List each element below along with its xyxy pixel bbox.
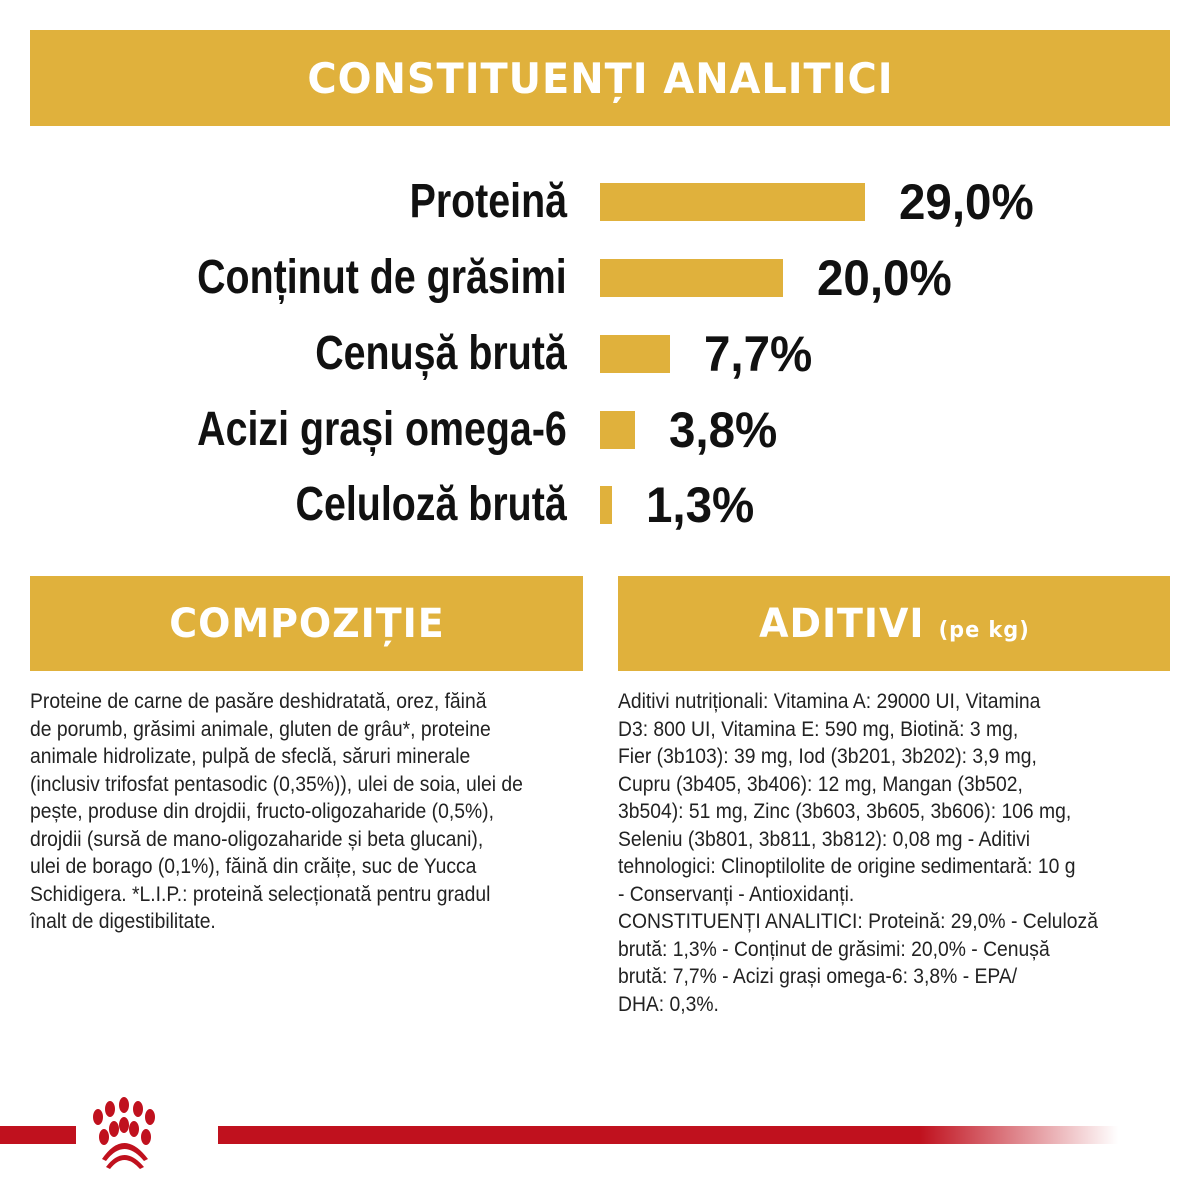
category-label: Cenușă brută xyxy=(315,327,567,380)
value-label: 20,0% xyxy=(817,250,952,306)
section-title: CONSTITUENȚI ANALITICI xyxy=(306,53,894,103)
text-line: înalt de digestibilitate. xyxy=(30,910,216,933)
category-label: Celuloză brută xyxy=(295,478,567,531)
text-line: tehnologici: Clinoptilolite de origine s… xyxy=(618,855,1076,878)
text-line: animale hidrolizate, pulpă de sfeclă, să… xyxy=(30,745,471,768)
text-line: CONSTITUENȚI ANALITICI: Proteină: 29,0% … xyxy=(618,910,1098,933)
value-label: 7,7% xyxy=(704,326,813,382)
text-line: de porumb, grăsimi animale, gluten de gr… xyxy=(30,717,491,741)
additives-title: ADITIVI (pe kg) xyxy=(759,601,1030,647)
additives-text: Aditivi nutriționali: Vitamina A: 29000 … xyxy=(618,688,1140,1018)
text-line: pește, produse din drojdii, fructo-oligo… xyxy=(30,800,494,823)
chart-row: Celuloză brută 1,3% xyxy=(0,475,1200,535)
value-label: 29,0% xyxy=(899,174,1035,230)
stripe-left xyxy=(0,1126,76,1144)
chart-row: Cenușă brută 7,7% xyxy=(0,324,1200,384)
category-label: Proteină xyxy=(409,175,567,228)
text-line: brută: 1,3% - Conținut de grăsimi: 20,0%… xyxy=(618,937,1050,961)
text-line: 3b504): 51 mg, Zinc (3b603, 3b605, 3b606… xyxy=(618,800,1072,823)
text-line: Seleniu (3b801, 3b811, 3b812): 0,08 mg -… xyxy=(618,827,1031,851)
text-line: Schidigera. *L.I.P.: proteină selecționa… xyxy=(30,882,491,906)
text-line: Cupru (3b405, 3b406): 12 mg, Mangan (3b5… xyxy=(618,772,1023,796)
text-line: - Conservanți - Antioxidanți. xyxy=(618,882,855,906)
text-line: drojdii (sursă de mano-oligozaharide și … xyxy=(30,827,484,851)
stripe-right xyxy=(218,1126,1118,1144)
composition-text: Proteine de carne de pasăre deshidratată… xyxy=(30,688,566,936)
royal-canin-paw-crown-icon xyxy=(93,1097,155,1169)
text-line: Proteine de carne de pasăre deshidratată… xyxy=(30,690,487,713)
bar xyxy=(600,183,866,221)
additives-title-text: ADITIVI xyxy=(758,600,925,647)
text-line: brută: 7,7% - Acizi grași omega-6: 3,8% … xyxy=(618,965,1018,988)
chart-row: Acizi grași omega-6 3,8% xyxy=(0,400,1200,460)
text-line: (inclusiv trifosfat pentasodic (0,35%)),… xyxy=(30,772,523,796)
text-line: DHA: 0,3%. xyxy=(618,992,719,1016)
chart-row: Conținut de grăsimi 20,0% xyxy=(0,248,1200,308)
analytical-constituents-header: CONSTITUENȚI ANALITICI xyxy=(30,30,1170,126)
bar xyxy=(600,411,635,449)
text-line: D3: 800 UI, Vitamina E: 590 mg, Biotină:… xyxy=(618,717,1019,741)
bar xyxy=(600,335,671,373)
composition-header: COMPOZIȚIE xyxy=(30,576,583,671)
text-line: ulei de borago (0,1%), făină din crăițe,… xyxy=(30,855,477,878)
value-label: 3,8% xyxy=(668,402,778,458)
chart-row: Proteină 29,0% xyxy=(0,172,1200,232)
footer-brand-stripe xyxy=(0,1126,1118,1144)
additives-header: ADITIVI (pe kg) xyxy=(618,576,1170,671)
composition-title: COMPOZIȚIE xyxy=(168,600,445,647)
text-line: Aditivi nutriționali: Vitamina A: 29000 … xyxy=(618,690,1041,713)
bar xyxy=(600,259,783,297)
category-label: Conținut de grăsimi xyxy=(197,251,567,304)
additives-subtitle: (pe kg) xyxy=(938,617,1030,643)
text-line: Fier (3b103): 39 mg, Iod (3b201, 3b202):… xyxy=(618,745,1037,768)
value-label: 1,3% xyxy=(645,477,755,533)
category-label: Acizi grași omega-6 xyxy=(197,403,567,456)
bar xyxy=(600,486,612,524)
